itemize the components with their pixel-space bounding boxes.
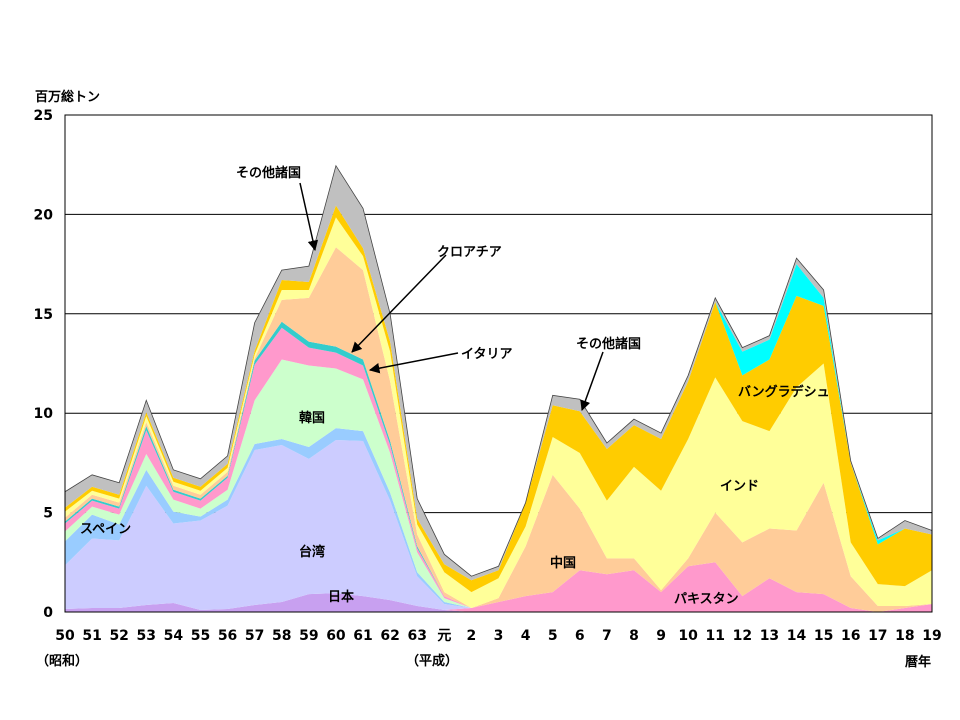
x-tick-label: 54 [164,628,184,644]
x-tick-label: 3 [494,628,504,644]
annotation-china: 中国 [550,555,576,571]
arrow-croatia [351,254,447,353]
y-tick-label: 10 [34,406,54,422]
x-tick-label: 55 [191,628,210,644]
y-tick-label: 25 [34,108,53,124]
x-tick-label: 56 [218,628,237,644]
annotation-taiwan: 台湾 [299,544,325,560]
x-tick-label: 57 [245,628,264,644]
x-tick-label: 52 [109,628,128,644]
x-tick-label: 6 [575,628,585,644]
series-area-0 [65,593,932,612]
stack-top-outline [64,164,933,577]
x-tick-label: 18 [895,628,914,644]
annotation-spain: スペイン [80,522,131,537]
annotation-other-1: その他諸国 [236,165,301,181]
x-tick-label: 60 [326,628,346,644]
x-tick-label: 2 [467,628,477,644]
annotation-croatia: クロアチア [437,245,502,260]
x-tick-label: 15 [814,628,833,644]
x-axis-ticks: 50 51 52 53 54 55 56 57 58 59 60 61 62 63 元 2 3 4 5 6 7 8 9 10 1… [55,628,941,644]
series-area-4 [65,359,932,612]
era-label-showa: （昭和） [36,653,88,669]
x-tick-label: 51 [82,628,101,644]
annotation-bangladesh: バングラデシュ [738,384,830,400]
y-tick-label: 15 [34,307,53,323]
x-tick-label: 13 [760,628,779,644]
arrow-italy [368,352,459,374]
x-tick-label: 19 [922,628,941,644]
series-area-9 [65,217,932,609]
y-tick-label: 5 [43,506,53,522]
x-tick-label: 17 [868,628,887,644]
x-axis-label: 暦年 [905,654,931,670]
plot-frame [64,114,933,613]
x-tick-label: 59 [299,628,318,644]
era-label-heisei: （平成） [406,653,458,669]
y-axis-label: 百万総トン [35,89,100,105]
x-tick-label: 4 [521,628,531,644]
x-tick-label: 53 [137,628,156,644]
x-tick-label: 5 [548,628,558,644]
x-tick-label: 10 [678,628,698,644]
arrow-other-2 [580,351,604,411]
series-area-8 [65,247,932,609]
x-tick-label: 9 [656,628,666,644]
y-tick-label: 20 [34,207,54,223]
annotations: その他諸国クロアチアイタリアその他諸国バングラデシュ韓国インドスペイン台湾中国日… [80,165,830,607]
y-axis-ticks: 0 5 10 15 20 25 [34,108,54,621]
annotation-korea: 韓国 [299,410,325,426]
x-tick-label: 12 [733,628,752,644]
series-area-1 [65,562,932,612]
series-area-2 [65,440,932,612]
x-tick-label: 63 [407,628,426,644]
stacked-areas [64,164,933,612]
x-tick-label: 61 [353,628,372,644]
x-tick-label: 62 [380,628,399,644]
x-tick-label: 58 [272,628,291,644]
x-tick-label: 16 [841,628,860,644]
x-tick-label: 14 [787,628,807,644]
series-area-10 [65,205,932,593]
annotation-pakistan: パキスタン [674,592,739,607]
x-tick-label: 11 [706,628,725,644]
annotation-india: インド [720,479,759,494]
x-tick-label: 50 [55,628,75,644]
x-tick-label: 元 [437,628,451,644]
x-tick-label: 7 [602,628,612,644]
series-area-5 [65,359,932,612]
y-tick-label: 0 [43,605,53,621]
x-tick-label: 8 [629,628,639,644]
annotation-italy: イタリア [461,347,512,362]
annotation-japan: 日本 [328,589,354,605]
annotation-other-2: その他諸国 [576,336,641,352]
arrow-other-1 [299,182,319,252]
